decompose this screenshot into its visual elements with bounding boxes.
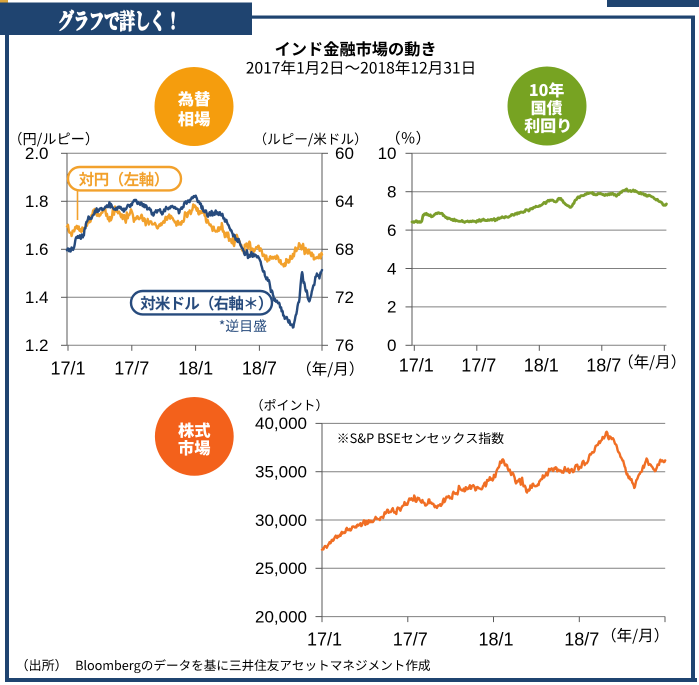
svg-text:68: 68 (335, 240, 354, 259)
svg-text:40,000: 40,000 (255, 414, 307, 433)
svg-text:10: 10 (378, 144, 397, 163)
svg-text:17/1: 17/1 (307, 630, 342, 650)
svg-text:8: 8 (387, 183, 396, 202)
svg-text:20,000: 20,000 (255, 607, 307, 626)
svg-text:4: 4 (387, 259, 396, 278)
svg-text:1.8: 1.8 (25, 192, 49, 211)
svg-text:35,000: 35,000 (255, 463, 307, 482)
svg-text:1.6: 1.6 (25, 240, 49, 259)
svg-text:17/7: 17/7 (114, 358, 149, 378)
svg-text:60: 60 (335, 144, 354, 163)
svg-text:17/7: 17/7 (393, 630, 428, 650)
svg-text:30,000: 30,000 (255, 511, 307, 530)
svg-text:6: 6 (387, 221, 396, 240)
svg-text:18/7: 18/7 (564, 630, 599, 650)
svg-text:1.4: 1.4 (25, 288, 49, 307)
svg-text:0: 0 (387, 336, 396, 355)
svg-text:64: 64 (335, 192, 354, 211)
svg-text:17/1: 17/1 (50, 358, 85, 378)
svg-text:1.2: 1.2 (25, 336, 49, 355)
svg-text:72: 72 (335, 288, 354, 307)
svg-text:18/7: 18/7 (242, 358, 277, 378)
svg-text:18/7: 18/7 (586, 356, 621, 376)
svg-text:2: 2 (387, 298, 396, 317)
svg-text:2.0: 2.0 (25, 144, 49, 163)
svg-text:18/1: 18/1 (478, 630, 513, 650)
svg-text:18/1: 18/1 (178, 358, 213, 378)
svg-text:25,000: 25,000 (255, 559, 307, 578)
svg-text:17/7: 17/7 (461, 356, 496, 376)
svg-text:76: 76 (335, 336, 354, 355)
svg-text:18/1: 18/1 (524, 356, 559, 376)
svg-text:17/1: 17/1 (399, 356, 434, 376)
